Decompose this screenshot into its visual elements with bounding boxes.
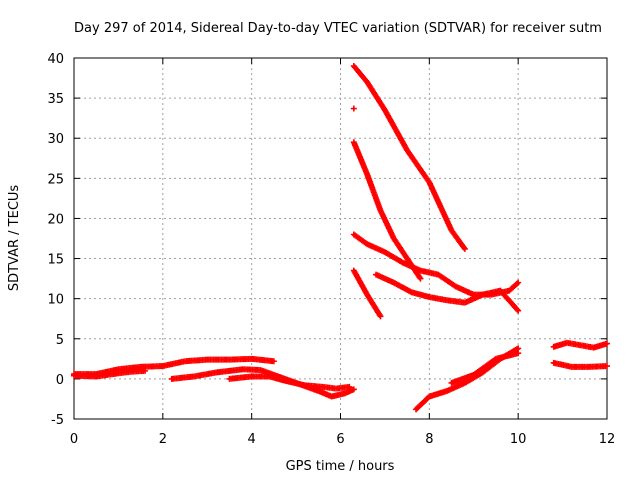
y-tick-label: 25: [47, 172, 64, 187]
data-point: [461, 245, 468, 252]
series-arc-13: [350, 267, 384, 320]
data-point: [515, 350, 522, 357]
y-tick-label: 15: [47, 253, 64, 268]
data-point: [515, 279, 522, 286]
data-point: [270, 358, 277, 365]
y-tick-label: -5: [51, 413, 64, 428]
data-point: [350, 105, 357, 112]
series-arc-13b: [373, 271, 522, 314]
x-tick-label: 10: [510, 432, 527, 447]
data-point: [350, 386, 357, 393]
data-point: [417, 275, 424, 282]
y-tick-label: 35: [47, 92, 64, 107]
y-tick-label: 0: [56, 373, 64, 388]
x-tick-label: 0: [70, 432, 78, 447]
x-tick-label: 6: [336, 432, 344, 447]
data-points: [71, 63, 610, 413]
data-point: [604, 340, 610, 347]
y-tick-label: 20: [47, 212, 64, 227]
axes: 0 2 4 6 8 10 12 -5 0 5 10 15 20 25 30 35 40: [47, 52, 615, 447]
series-arc-late-lower: [550, 359, 610, 370]
series-arc-high: [350, 63, 468, 252]
series-arc-b: [226, 373, 353, 392]
data-point: [514, 306, 521, 313]
data-point: [142, 367, 149, 374]
x-axis-label: GPS time / hours: [286, 459, 395, 474]
y-axis-label: SDTVAR / TECUs: [7, 185, 22, 292]
y-tick-label: 30: [47, 132, 64, 147]
chart-title: Day 297 of 2014, Sidereal Day-to-day VTE…: [74, 21, 602, 36]
data-point: [346, 383, 353, 390]
series-arc-early-lower: [71, 367, 149, 380]
series-arc-high-outlier: [350, 105, 357, 112]
series-arc-18: [350, 231, 522, 298]
y-tick-label: 40: [47, 52, 64, 67]
data-point: [604, 363, 610, 370]
x-tick-label: 12: [599, 432, 616, 447]
data-point: [377, 313, 384, 320]
y-tick-label: 5: [56, 333, 64, 348]
x-tick-label: 2: [159, 432, 167, 447]
grid-lines: [74, 58, 607, 419]
series-arc-rise: [413, 345, 522, 413]
x-tick-label: 4: [248, 432, 256, 447]
series-arc-mid: [168, 366, 357, 400]
series-arc-rise-b: [448, 350, 522, 386]
x-tick-label: 8: [425, 432, 433, 447]
data-point: [515, 307, 522, 314]
series-arc-late-upper: [550, 339, 610, 351]
y-tick-label: 10: [47, 293, 64, 308]
series-arc-29: [350, 139, 424, 282]
